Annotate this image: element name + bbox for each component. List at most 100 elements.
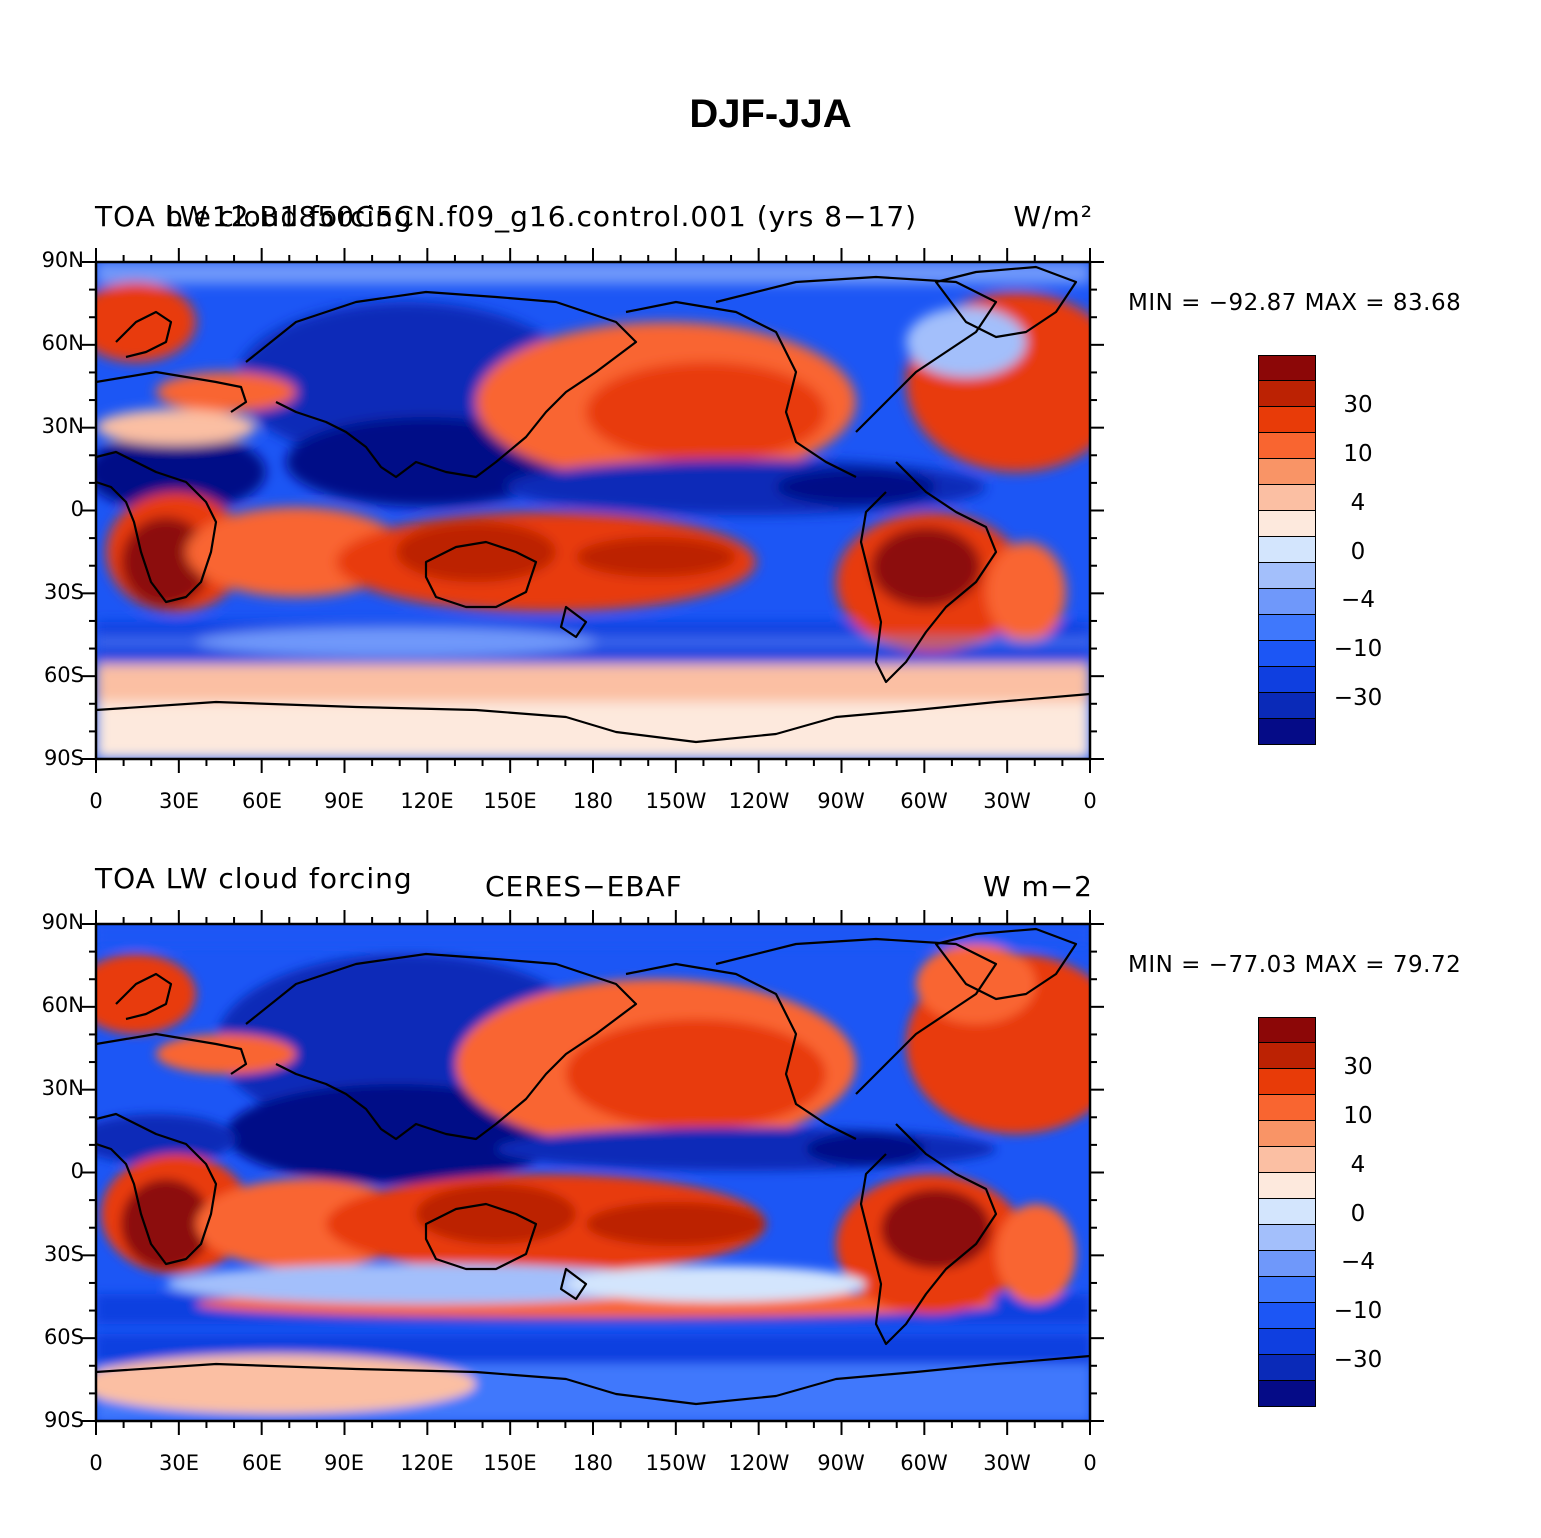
colorbar-swatch [1258,459,1316,485]
colorbar-swatch [1258,563,1316,589]
colorbar-swatch [1258,511,1316,537]
x-tick-label: 120W [728,789,790,813]
map-plot: 90N 60N 30N 0 30S 60S 90S 0 30E 60E 90E … [42,910,1104,1475]
y-tick-label: 30S [43,1242,84,1266]
colorbar-swatch [1258,1043,1316,1069]
colorbar-label: 10 [1343,441,1373,467]
x-tick-label: 0 [89,1451,103,1475]
colorbar-swatch [1258,537,1316,563]
colorbar-swatch [1258,1121,1316,1147]
x-tick-label: 90E [324,1451,364,1475]
colorbar-swatch [1258,589,1316,615]
x-tick-label: 120W [728,1451,790,1475]
min-max-readout: MIN = −92.87 MAX = 83.68 [1128,290,1461,316]
colorbar [1258,355,1316,745]
y-tick-label: 90N [41,248,84,272]
max-value: MAX = 83.68 [1304,290,1462,316]
colorbar-swatch [1258,407,1316,433]
y-tick-label: 90N [41,910,84,934]
colorbar-swatch [1258,1277,1316,1303]
y-tick-label: 90S [43,1408,84,1432]
map-field [82,910,1104,1435]
y-tick-label: 60N [41,993,84,1017]
x-tick-label: 90E [324,789,364,813]
colorbar-swatch [1258,1147,1316,1173]
colorbar-border [1258,1017,1316,1407]
x-tick-label: 60E [242,789,282,813]
map-plot: 90N 60N 30N 0 30S 60S 90S 0 30E 60E 90E … [42,248,1104,813]
y-tick-label: 60S [43,663,84,687]
x-tick-label: 120E [400,1451,454,1475]
x-tick-label: 180 [572,1451,614,1475]
y-tick-label: 0 [70,497,84,521]
colorbar-swatch [1258,433,1316,459]
colorbar-label: 10 [1343,1103,1373,1129]
colorbar-swatch [1258,1173,1316,1199]
x-tick-label: 60W [900,789,948,813]
colorbar-swatch [1258,1225,1316,1251]
x-tick-label: 0 [1083,789,1097,813]
panel-left-title: TOA LW cloud forcing [95,862,413,895]
colorbar-label: −10 [1333,636,1383,662]
x-tick-label: 150W [645,1451,707,1475]
x-tick-label: 30W [983,1451,1031,1475]
colorbar [1258,1017,1316,1407]
colorbar-label: 0 [1350,1201,1366,1227]
max-value: MAX = 79.72 [1304,952,1462,978]
y-tick-label: 30S [43,580,84,604]
x-tick-label: 150E [483,1451,537,1475]
colorbar-swatch [1258,1303,1316,1329]
x-tick-label: 150E [483,789,537,813]
colorbar-swatch [1258,485,1316,511]
x-tick-label: 150W [645,789,707,813]
min-value: MIN = −77.03 [1128,952,1297,978]
colorbar-swatch [1258,355,1316,381]
y-tick-label: 30N [41,414,84,438]
model-panel: TOA LW cloud forcing b.e12.B1850C5CN.f09… [0,190,1541,830]
y-tick-label: 30N [41,1076,84,1100]
x-tick-label: 60E [242,1451,282,1475]
colorbar-swatch [1258,641,1316,667]
panel-units: W/m² [1013,200,1093,233]
colorbar-swatch [1258,667,1316,693]
colorbar-swatch [1258,615,1316,641]
x-tick-label: 90W [817,789,865,813]
colorbar-label: −4 [1341,1249,1375,1275]
panel-units: W m−2 [982,870,1093,903]
x-tick-label: 0 [1083,1451,1097,1475]
x-tick-label: 180 [572,789,614,813]
map-ticks [82,248,1104,773]
colorbar-swatch [1258,1069,1316,1095]
colorbar-swatch [1258,693,1316,719]
panel-center-title: b.e12.B1850C5CN.f09_g16.control.001 (yrs… [165,200,918,233]
colorbar-swatch [1258,1251,1316,1277]
colorbar-swatch [1258,1095,1316,1121]
colorbar-label: −10 [1333,1298,1383,1324]
y-tick-label: 60S [43,1325,84,1349]
colorbar-label: −30 [1333,685,1383,711]
x-tick-label: 30E [159,1451,199,1475]
y-tick-label: 60N [41,331,84,355]
colorbar-label: −4 [1341,587,1375,613]
y-tick-label: 0 [70,1159,84,1183]
obs-panel: TOA LW cloud forcing CERES−EBAF W m−2 MI… [0,852,1541,1492]
colorbar-label: −30 [1333,1347,1383,1373]
colorbar-label: 4 [1350,1152,1366,1178]
panel-center-title: CERES−EBAF [485,870,683,903]
min-value: MIN = −92.87 [1128,290,1297,316]
min-max-readout: MIN = −77.03 MAX = 79.72 [1128,952,1461,978]
colorbar-border [1258,355,1316,745]
x-tick-label: 30E [159,789,199,813]
x-tick-label: 120E [400,789,454,813]
x-tick-label: 30W [983,789,1031,813]
colorbar-label: 4 [1350,490,1366,516]
x-tick-label: 60W [900,1451,948,1475]
colorbar-swatch [1258,1199,1316,1225]
colorbar-label: 30 [1343,392,1373,418]
x-tick-label: 90W [817,1451,865,1475]
map-ticks [82,910,1104,1435]
page-title: DJF-JJA [689,92,852,136]
x-tick-label: 0 [89,789,103,813]
colorbar-label: 30 [1343,1054,1373,1080]
colorbar-swatch [1258,1381,1316,1407]
